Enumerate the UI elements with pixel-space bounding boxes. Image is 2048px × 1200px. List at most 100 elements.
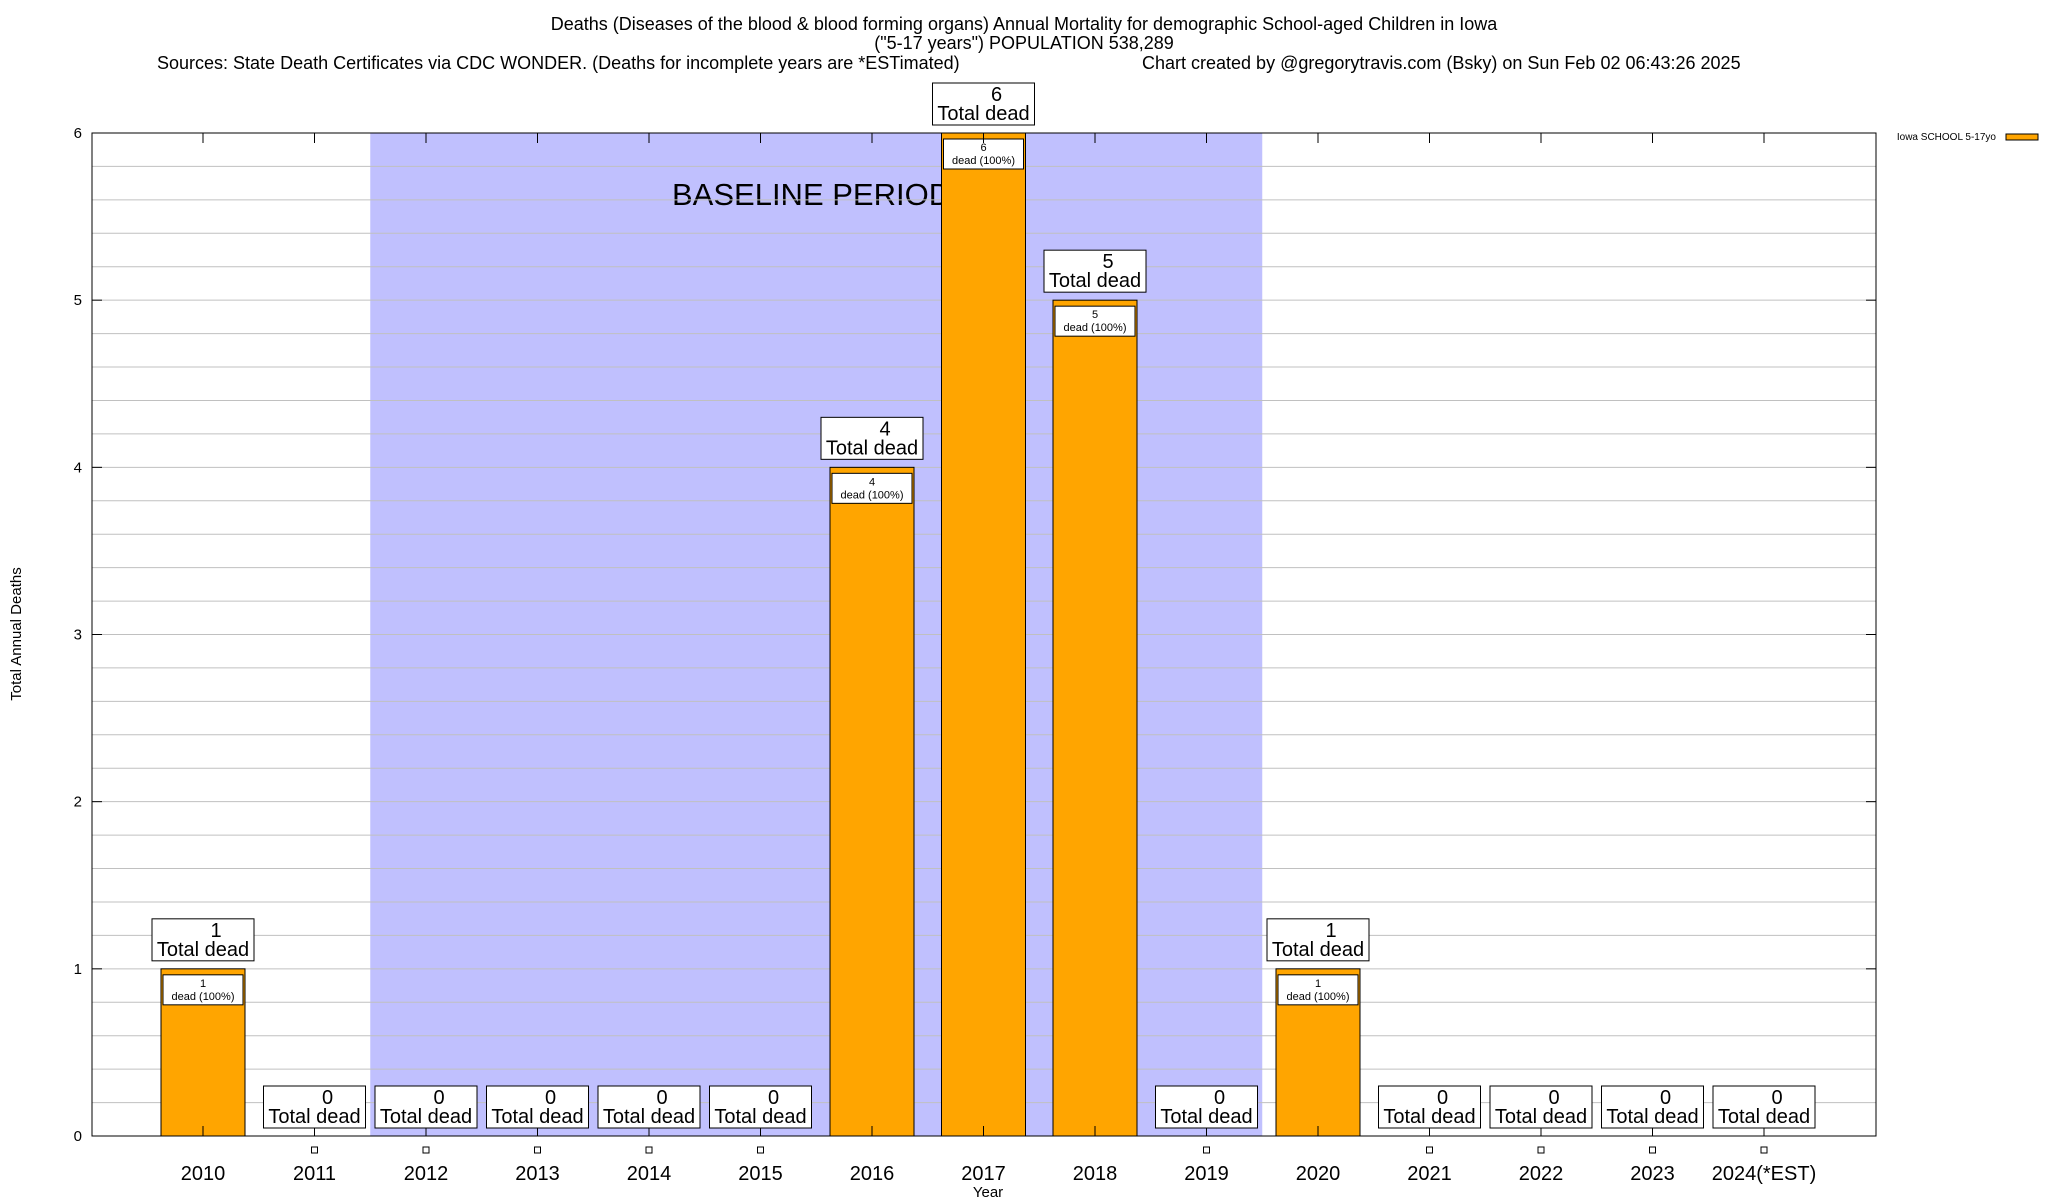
x-tick-label: 2019 (1184, 1163, 1229, 1185)
total-label-value: 0 (1214, 1087, 1225, 1109)
y-tick-label: 2 (74, 794, 82, 811)
x-axis-label: Year (973, 1184, 1003, 1200)
total-label-text: Total dead (603, 1106, 695, 1128)
y-tick-label: 3 (74, 627, 82, 644)
zero-marker-2021 (1426, 1146, 1433, 1154)
x-tick-label: 2012 (404, 1163, 449, 1185)
x-tick-label: 2021 (1407, 1163, 1452, 1185)
inner-label-text: dead (100%) (172, 991, 235, 1003)
inner-label-value: 5 (1092, 309, 1098, 321)
total-label-text: Total dead (268, 1106, 360, 1128)
inner-label-box (943, 138, 1024, 170)
total-label-box (1489, 1085, 1593, 1129)
inner-label-value: 1 (200, 978, 206, 990)
total-label-value: 0 (545, 1087, 556, 1109)
inner-label-text: dead (100%) (841, 489, 904, 501)
bar-2017 (941, 132, 1026, 1137)
total-label-text: Total dead (1160, 1106, 1252, 1128)
total-label-box (932, 82, 1035, 126)
x-tick-label: 2020 (1296, 1163, 1341, 1185)
chart-title: Deaths (Diseases of the blood & blood fo… (550, 14, 1498, 34)
legend-label: Iowa SCHOOL 5-17yo (1897, 132, 1997, 143)
x-tick-label: 2018 (1073, 1163, 1118, 1185)
total-label-text: Total dead (1718, 1106, 1810, 1128)
zero-marker-2014 (645, 1146, 653, 1154)
total-label-value: 1 (210, 920, 221, 942)
total-label-value: 0 (1771, 1087, 1782, 1109)
x-tick-label: 2013 (515, 1163, 560, 1185)
total-label-text: Total dead (491, 1106, 583, 1128)
chart-subtitle: ("5-17 years") POPULATION 538,289 (874, 33, 1174, 53)
inner-label-value: 1 (1315, 978, 1321, 990)
total-label-box (374, 1085, 478, 1129)
total-label-text: Total dead (157, 939, 249, 961)
total-label-box (1043, 249, 1147, 293)
x-tick-label: 2015 (738, 1163, 783, 1185)
inner-label-box (831, 472, 913, 504)
total-label-box (1378, 1085, 1481, 1129)
total-label-text: Total dead (1272, 939, 1364, 961)
total-label-box (820, 416, 924, 460)
x-tick-label: 2017 (961, 1163, 1006, 1185)
total-label-box (486, 1085, 589, 1129)
x-tick-label: 2022 (1519, 1163, 1564, 1185)
zero-marker-2022 (1537, 1146, 1545, 1154)
total-label-box (263, 1085, 366, 1129)
x-tick-label: 2010 (181, 1163, 226, 1185)
chart-sources: Sources: State Death Certificates via CD… (157, 53, 960, 73)
bar-2018 (1052, 299, 1138, 1137)
zero-marker-2013 (534, 1146, 541, 1154)
inner-label-text: dead (100%) (1064, 322, 1127, 334)
total-label-box (1266, 918, 1370, 962)
zero-marker-2024(*EST) (1760, 1146, 1768, 1154)
zero-marker-2011 (311, 1146, 318, 1154)
total-label-value: 0 (1548, 1087, 1559, 1109)
y-tick-label: 1 (74, 961, 82, 978)
inner-label-value: 4 (869, 476, 875, 488)
zero-marker-2015 (757, 1146, 764, 1154)
x-tick-label: 2011 (293, 1163, 336, 1185)
inner-label-box (162, 974, 244, 1006)
total-label-box (597, 1085, 701, 1129)
chart-credit: Chart created by @gregorytravis.com (Bsk… (1142, 53, 1741, 73)
legend-swatch (2005, 133, 2039, 141)
inner-label-value: 6 (980, 142, 986, 154)
baseline-label: BASELINE PERIOD (672, 177, 951, 212)
total-label-value: 0 (656, 1087, 667, 1109)
total-label-value: 5 (1102, 251, 1113, 273)
inner-label-box (1277, 974, 1359, 1006)
total-label-box (1155, 1085, 1258, 1129)
y-tick-label: 0 (74, 1128, 82, 1145)
total-label-value: 0 (322, 1087, 333, 1109)
zero-marker-2012 (422, 1146, 430, 1154)
total-label-text: Total dead (714, 1106, 806, 1128)
total-label-box (1712, 1085, 1816, 1129)
y-tick-label: 5 (74, 292, 82, 309)
total-label-text: Total dead (380, 1106, 472, 1128)
zero-marker-2023 (1649, 1146, 1656, 1154)
y-axis-label: Total Annual Deaths (8, 567, 25, 700)
total-label-text: Total dead (1383, 1106, 1475, 1128)
zero-marker-2019 (1203, 1146, 1210, 1154)
total-label-text: Total dead (937, 103, 1029, 125)
total-label-value: 4 (879, 418, 890, 440)
inner-label-text: dead (100%) (1287, 991, 1350, 1003)
total-label-box (151, 918, 255, 962)
total-label-box (1601, 1085, 1704, 1129)
